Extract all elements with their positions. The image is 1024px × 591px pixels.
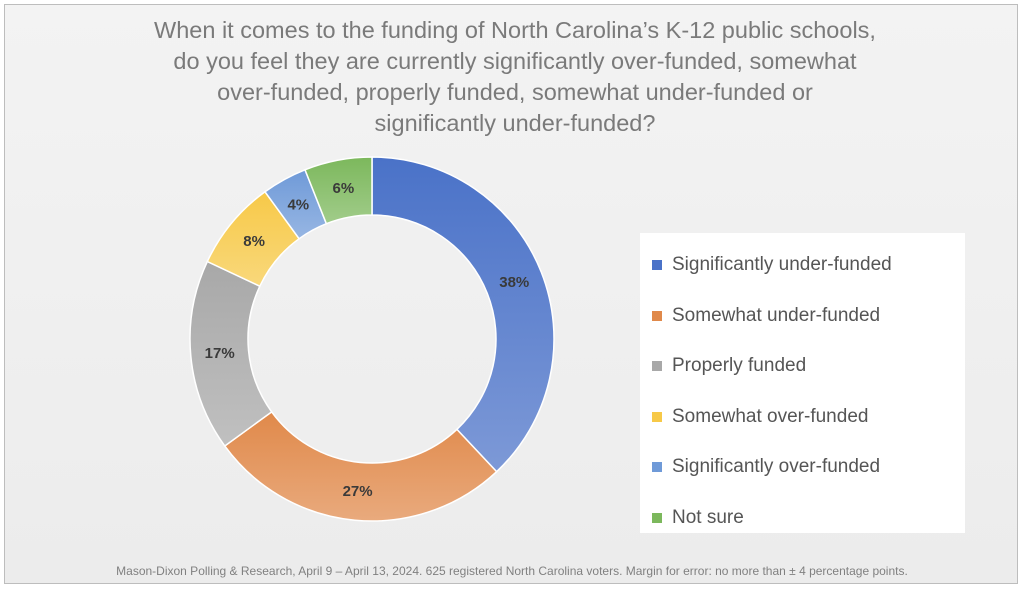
donut-slice-not-sure [304, 156, 373, 225]
chart-title-line: significantly under-funded? [374, 110, 656, 136]
legend-item-properly-funded: Properly funded [652, 341, 965, 392]
legend-label: Significantly over-funded [672, 456, 881, 478]
legend-label: Properly funded [672, 355, 807, 377]
legend-label: Somewhat over-funded [672, 405, 869, 427]
legend-swatch [652, 310, 662, 321]
data-label: 4% [287, 196, 309, 213]
data-label: 6% [332, 180, 354, 197]
chart-title-line: over-funded, properly funded, somewhat u… [217, 79, 813, 105]
legend-label: Somewhat under-funded [672, 304, 881, 326]
chart-legend: Significantly under-funded Somewhat unde… [640, 233, 965, 533]
chart-title: When it comes to the funding of North Ca… [95, 15, 935, 139]
legend-item-somewhat-over-funded: Somewhat over-funded [652, 392, 965, 443]
data-label: 27% [343, 483, 373, 500]
legend-item-somewhat-under-funded: Somewhat under-funded [652, 291, 965, 342]
legend-label: Significantly under-funded [672, 254, 892, 276]
legend-item-significantly-under-funded: Significantly under-funded [652, 240, 965, 291]
data-label: 17% [205, 345, 235, 362]
source-footnote: Mason-Dixon Polling & Research, April 9 … [116, 564, 908, 578]
legend-swatch [652, 260, 662, 271]
donut-slice-significantly-under-funded [371, 156, 555, 473]
donut-slice-somewhat-under-funded [223, 410, 498, 522]
chart-frame: When it comes to the funding of North Ca… [4, 4, 1018, 584]
chart-title-line: do you feel they are currently significa… [173, 48, 857, 74]
legend-swatch [652, 411, 662, 422]
legend-swatch [652, 462, 662, 473]
legend-item-significantly-over-funded: Significantly over-funded [652, 442, 965, 493]
legend-swatch [652, 361, 662, 372]
chart-title-line: When it comes to the funding of North Ca… [154, 17, 876, 43]
legend-item-not-sure: Not sure [652, 493, 965, 544]
donut-chart: 38% 27% 17% 8% 4% 6% [189, 156, 555, 522]
data-label: 38% [499, 274, 529, 291]
legend-swatch [652, 512, 662, 523]
legend-label: Not sure [672, 506, 744, 528]
data-label: 8% [243, 233, 265, 250]
